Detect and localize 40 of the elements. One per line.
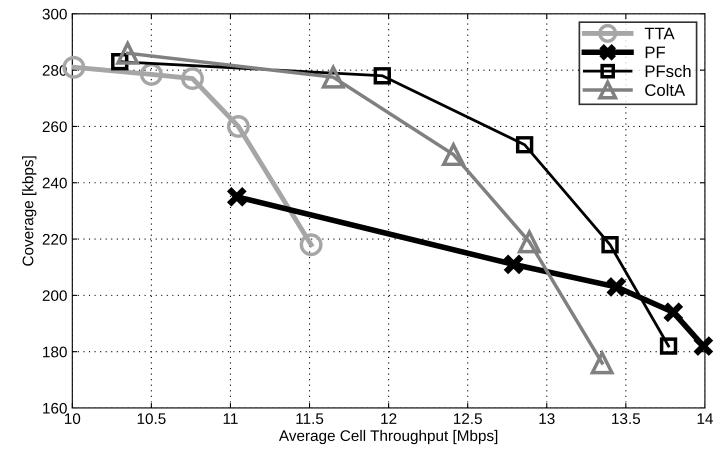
point: [518, 230, 541, 254]
legend-label: ColtA: [645, 84, 686, 96]
point: [374, 67, 391, 84]
point: [181, 67, 204, 90]
x-tick-label: 12.5: [454, 413, 482, 424]
x-tick-label: 10.5: [138, 413, 166, 424]
point: [662, 301, 684, 324]
point: [502, 254, 524, 276]
legend-label: TTA: [644, 28, 675, 40]
x-tick-label: 13: [539, 413, 555, 424]
point: [660, 337, 678, 355]
point: [442, 143, 465, 166]
x-axis-title: Average Cell Throughput [Mbps]: [278, 430, 498, 444]
point: [601, 236, 619, 254]
y-tick-label: 240: [42, 178, 67, 188]
y-tick-label: 220: [42, 234, 67, 245]
y-axis-title: Coverage [kbps]: [22, 156, 36, 266]
legend-label: PF: [646, 46, 665, 58]
y-tick-label: 200: [42, 290, 67, 302]
x-tick-label: 11: [224, 413, 238, 424]
y-tick-label: 300: [42, 8, 67, 20]
point: [516, 136, 534, 154]
x-tick-label: 14: [698, 413, 713, 424]
point: [300, 233, 323, 256]
point: [116, 42, 140, 65]
x-tick-label: 11.5: [296, 413, 324, 424]
y-tick-label: 260: [42, 121, 67, 132]
point: [590, 351, 614, 374]
x-tick-label: 10: [64, 413, 80, 424]
point: [692, 335, 714, 357]
point: [140, 62, 163, 86]
point: [322, 66, 345, 89]
legend-label: PFsch: [646, 64, 691, 78]
x-tick-label: 13.5: [612, 413, 640, 424]
y-tick-label: 160: [43, 402, 67, 414]
x-tick-label: 12: [381, 413, 396, 424]
point: [226, 186, 248, 208]
point: [606, 276, 628, 298]
point: [226, 114, 250, 138]
y-tick-label: 180: [43, 346, 67, 358]
